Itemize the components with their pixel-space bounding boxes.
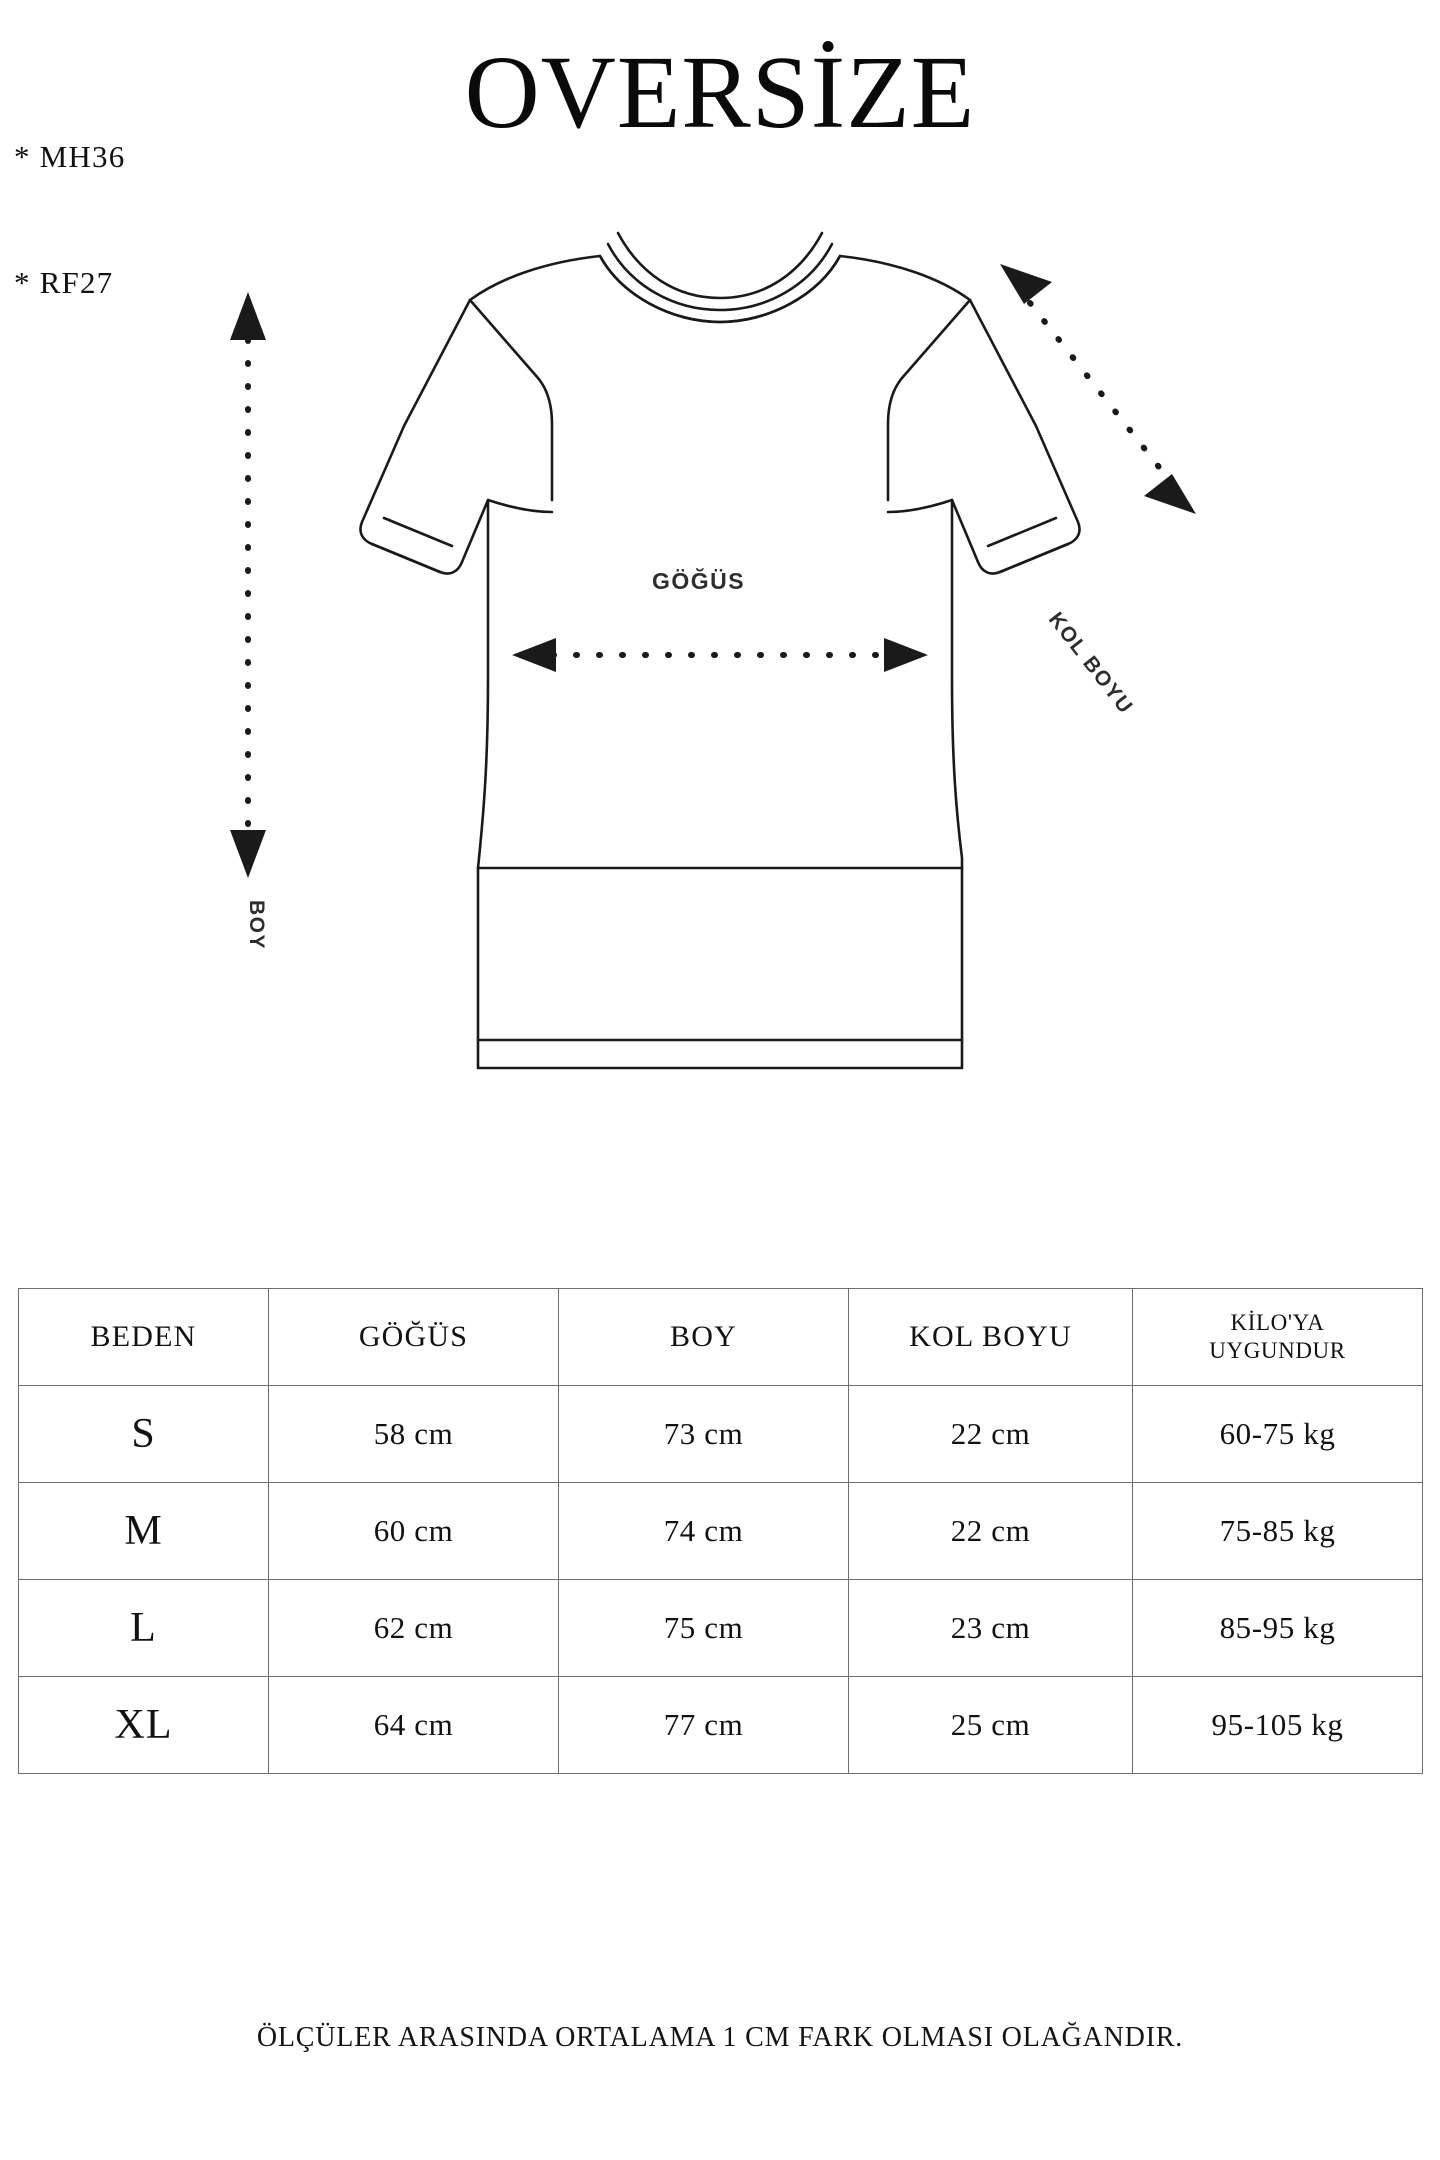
tshirt-outline-group (359, 231, 1081, 1070)
product-code-2: * RF27 (14, 265, 114, 300)
cell-gogus: 64 cm (268, 1676, 559, 1774)
tshirt-armhole-left (486, 498, 554, 514)
column-header-kol-boyu: KOL BOYU (848, 1288, 1133, 1386)
cell-beden: L (18, 1579, 269, 1677)
tshirt-lower-body (476, 866, 964, 1070)
column-header-kilo-uygundur: KİLO'YA UYGUNDUR (1132, 1288, 1423, 1386)
tshirt-sleeve-cuff-line-left (382, 516, 454, 548)
size-table-body: S 58 cm 73 cm 22 cm 60-75 kg M 60 cm 74 … (18, 1385, 1423, 1774)
length-arrow-top (230, 292, 266, 340)
tshirt-collar-rib-2 (616, 231, 824, 300)
table-row: L 62 cm 75 cm 23 cm 85-95 kg (18, 1579, 1423, 1677)
tshirt-shoulder-seam-left (468, 298, 554, 502)
chest-arrow-right (884, 638, 928, 672)
cell-kilo: 60-75 kg (1132, 1385, 1423, 1483)
cell-kol-boyu: 23 cm (848, 1579, 1133, 1677)
cell-boy: 75 cm (558, 1579, 849, 1677)
column-header-beden: BEDEN (18, 1288, 269, 1386)
table-header-row: BEDEN GÖĞÜS BOY KOL BOYU KİLO'YA UYGUNDU… (18, 1288, 1423, 1386)
size-table-head: BEDEN GÖĞÜS BOY KOL BOYU KİLO'YA UYGUNDU… (18, 1288, 1423, 1386)
tshirt-body-outline (359, 254, 1081, 870)
cell-kol-boyu: 25 cm (848, 1676, 1133, 1774)
sleeve-arrow-top (1000, 264, 1052, 304)
cell-gogus: 62 cm (268, 1579, 559, 1677)
cell-beden: M (18, 1482, 269, 1580)
cell-beden: XL (18, 1676, 269, 1774)
product-code-list: * MH36 * RF27 (14, 52, 125, 388)
cell-boy: 73 cm (558, 1385, 849, 1483)
cell-boy: 77 cm (558, 1676, 849, 1774)
cell-kol-boyu: 22 cm (848, 1385, 1133, 1483)
tshirt-shoulder-seam-right (886, 298, 972, 502)
length-measure-arrow (230, 292, 266, 878)
cell-kol-boyu: 22 cm (848, 1482, 1133, 1580)
tshirt-sleeve-hem-right (998, 542, 1070, 574)
sleeve-measure-arrow (1000, 264, 1196, 514)
cell-kilo: 95-105 kg (1132, 1676, 1423, 1774)
size-table: BEDEN GÖĞÜS BOY KOL BOYU KİLO'YA UYGUNDU… (18, 1288, 1423, 1774)
measurement-tolerance-note: ÖLÇÜLER ARASINDA ORTALAMA 1 CM FARK OLMA… (256, 2022, 1184, 2053)
tshirt-collar-outer (598, 254, 842, 324)
sleeve-dotted-line (1027, 300, 1169, 479)
header: * MH36 * RF27 OVERSİZE (0, 0, 1440, 301)
cell-gogus: 58 cm (268, 1385, 559, 1483)
kilo-header-line-1: KİLO'YA (1230, 1310, 1325, 1335)
cell-beden: S (18, 1385, 269, 1483)
length-measure-label: BOY (245, 900, 268, 951)
product-code-1: * MH36 (14, 139, 126, 174)
table-row: S 58 cm 73 cm 22 cm 60-75 kg (18, 1385, 1423, 1483)
tshirt-diagram: GÖĞÜS BOY KOL BOYU (0, 200, 1440, 1290)
tshirt-armhole-right (886, 498, 954, 514)
tshirt-technical-drawing-svg (230, 231, 1196, 1070)
chest-arrow-left (512, 638, 556, 672)
tshirt-sleeve-cuff-line-right (986, 516, 1058, 548)
column-header-gogus: GÖĞÜS (268, 1288, 559, 1386)
tshirt-collar-rib-1 (606, 242, 834, 312)
chest-measure-arrow (512, 638, 928, 672)
chest-measure-label: GÖĞÜS (652, 568, 746, 594)
page-title: OVERSİZE (464, 35, 976, 150)
kilo-header-line-2: UYGUNDUR (1209, 1338, 1346, 1363)
table-row: XL 64 cm 77 cm 25 cm 95-105 kg (18, 1676, 1423, 1774)
length-arrow-bottom (230, 830, 266, 878)
cell-boy: 74 cm (558, 1482, 849, 1580)
cell-kilo: 75-85 kg (1132, 1482, 1423, 1580)
table-row: M 60 cm 74 cm 22 cm 75-85 kg (18, 1482, 1423, 1580)
tshirt-sleeve-hem-left (370, 542, 442, 574)
cell-gogus: 60 cm (268, 1482, 559, 1580)
size-table-container: BEDEN GÖĞÜS BOY KOL BOYU KİLO'YA UYGUNDU… (18, 1288, 1423, 1774)
cell-kilo: 85-95 kg (1132, 1579, 1423, 1677)
sleeve-arrow-bottom (1144, 474, 1196, 514)
column-header-boy: BOY (558, 1288, 849, 1386)
